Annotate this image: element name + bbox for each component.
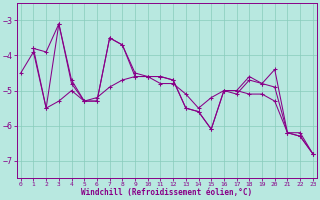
X-axis label: Windchill (Refroidissement éolien,°C): Windchill (Refroidissement éolien,°C) bbox=[81, 188, 252, 197]
